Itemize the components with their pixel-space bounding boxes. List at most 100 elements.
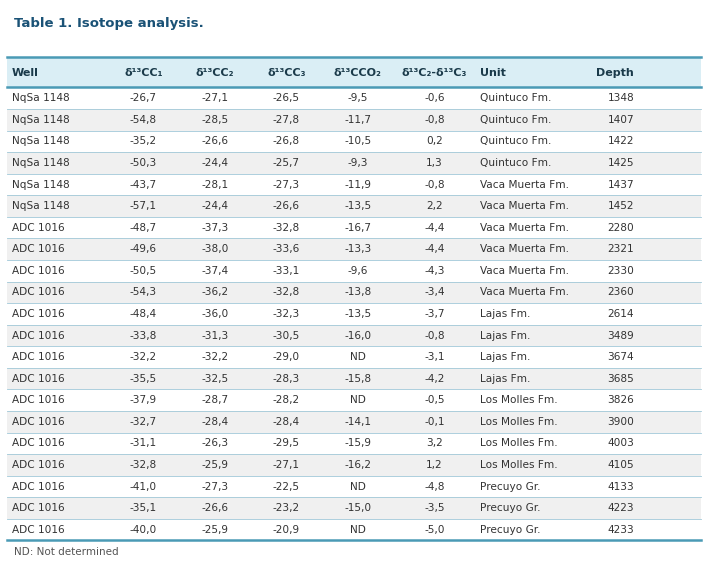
- Text: -28,4: -28,4: [273, 417, 300, 427]
- Text: Vaca Muerta Fm.: Vaca Muerta Fm.: [480, 180, 569, 189]
- Text: NqSa 1148: NqSa 1148: [12, 136, 70, 146]
- Text: -4,4: -4,4: [424, 223, 445, 233]
- Text: -11,7: -11,7: [344, 115, 371, 125]
- Text: 2614: 2614: [607, 309, 634, 319]
- Text: -28,3: -28,3: [273, 374, 300, 384]
- Text: ADC 1016: ADC 1016: [12, 374, 64, 384]
- Text: Depth: Depth: [596, 68, 634, 78]
- Text: -4,2: -4,2: [424, 374, 445, 384]
- Text: -32,2: -32,2: [201, 352, 229, 362]
- Text: -25,7: -25,7: [273, 158, 300, 168]
- Text: Precuyo Gr.: Precuyo Gr.: [480, 482, 541, 491]
- Text: -29,0: -29,0: [273, 352, 300, 362]
- Text: ADC 1016: ADC 1016: [12, 503, 64, 513]
- Text: -15,9: -15,9: [344, 438, 371, 448]
- Text: Los Molles Fm.: Los Molles Fm.: [480, 417, 558, 427]
- Text: Quintuco Fm.: Quintuco Fm.: [480, 158, 552, 168]
- Text: Los Molles Fm.: Los Molles Fm.: [480, 395, 558, 405]
- Text: 3900: 3900: [607, 417, 634, 427]
- Text: -40,0: -40,0: [130, 525, 157, 535]
- Text: δ¹³CC₃: δ¹³CC₃: [267, 68, 306, 78]
- Text: Vaca Muerta Fm.: Vaca Muerta Fm.: [480, 287, 569, 297]
- Text: -27,1: -27,1: [201, 93, 229, 103]
- Text: -36,2: -36,2: [201, 287, 229, 297]
- Text: 2280: 2280: [607, 223, 634, 233]
- Text: -4,8: -4,8: [424, 482, 445, 491]
- Text: -0,1: -0,1: [424, 417, 445, 427]
- Text: -32,8: -32,8: [273, 223, 300, 233]
- Text: -0,8: -0,8: [424, 180, 445, 189]
- Text: Table 1. Isotope analysis.: Table 1. Isotope analysis.: [14, 17, 204, 30]
- Text: -26,6: -26,6: [201, 503, 229, 513]
- Text: -54,8: -54,8: [130, 115, 157, 125]
- Text: 2360: 2360: [607, 287, 634, 297]
- Text: 3674: 3674: [607, 352, 634, 362]
- Text: 4223: 4223: [607, 503, 634, 513]
- Text: -0,8: -0,8: [424, 331, 445, 340]
- Text: -48,4: -48,4: [130, 309, 157, 319]
- Text: -26,3: -26,3: [201, 438, 229, 448]
- Text: -32,8: -32,8: [273, 287, 300, 297]
- Text: -48,7: -48,7: [130, 223, 157, 233]
- Text: -3,7: -3,7: [424, 309, 445, 319]
- Text: -9,6: -9,6: [348, 266, 368, 276]
- Text: -27,8: -27,8: [273, 115, 300, 125]
- Text: -20,9: -20,9: [273, 525, 300, 535]
- Text: ADC 1016: ADC 1016: [12, 331, 64, 340]
- Text: -32,8: -32,8: [130, 460, 157, 470]
- Text: 3489: 3489: [607, 331, 634, 340]
- Text: -30,5: -30,5: [273, 331, 300, 340]
- Text: 3826: 3826: [607, 395, 634, 405]
- Text: -32,7: -32,7: [130, 417, 157, 427]
- Text: 3685: 3685: [607, 374, 634, 384]
- Text: -35,1: -35,1: [130, 503, 157, 513]
- Text: ND: ND: [350, 482, 366, 491]
- Text: -0,5: -0,5: [424, 395, 445, 405]
- Text: -11,9: -11,9: [344, 180, 371, 189]
- Text: 4233: 4233: [607, 525, 634, 535]
- Text: -26,6: -26,6: [273, 201, 300, 211]
- Text: -37,3: -37,3: [201, 223, 229, 233]
- Text: -32,5: -32,5: [201, 374, 229, 384]
- Text: Lajas Fm.: Lajas Fm.: [480, 309, 531, 319]
- Text: -13,8: -13,8: [344, 287, 372, 297]
- Text: ND: ND: [350, 525, 366, 535]
- Text: -50,5: -50,5: [130, 266, 157, 276]
- Text: NqSa 1148: NqSa 1148: [12, 180, 70, 189]
- Text: NqSa 1148: NqSa 1148: [12, 115, 70, 125]
- Text: Vaca Muerta Fm.: Vaca Muerta Fm.: [480, 266, 569, 276]
- Text: -14,1: -14,1: [344, 417, 371, 427]
- Text: 2330: 2330: [607, 266, 634, 276]
- Text: NqSa 1148: NqSa 1148: [12, 158, 70, 168]
- Text: 4003: 4003: [607, 438, 634, 448]
- Text: 1,2: 1,2: [426, 460, 442, 470]
- Text: 1452: 1452: [607, 201, 634, 211]
- Text: -27,1: -27,1: [273, 460, 300, 470]
- Text: -33,8: -33,8: [130, 331, 157, 340]
- Text: ADC 1016: ADC 1016: [12, 244, 64, 254]
- Text: -33,1: -33,1: [273, 266, 300, 276]
- Text: -4,4: -4,4: [424, 244, 445, 254]
- Text: -33,6: -33,6: [273, 244, 300, 254]
- Text: -22,5: -22,5: [273, 482, 300, 491]
- Text: δ¹³C₂-δ¹³C₃: δ¹³C₂-δ¹³C₃: [402, 68, 467, 78]
- Text: -0,8: -0,8: [424, 115, 445, 125]
- Text: -25,9: -25,9: [201, 460, 229, 470]
- Text: Lajas Fm.: Lajas Fm.: [480, 352, 531, 362]
- Text: -16,2: -16,2: [344, 460, 371, 470]
- Text: -0,6: -0,6: [424, 93, 445, 103]
- Text: Vaca Muerta Fm.: Vaca Muerta Fm.: [480, 201, 569, 211]
- Text: -16,7: -16,7: [344, 223, 371, 233]
- Text: -41,0: -41,0: [130, 482, 157, 491]
- Text: -15,0: -15,0: [344, 503, 372, 513]
- Text: -29,5: -29,5: [273, 438, 300, 448]
- Text: -26,6: -26,6: [201, 136, 229, 146]
- Text: ADC 1016: ADC 1016: [12, 417, 64, 427]
- Text: -27,3: -27,3: [201, 482, 229, 491]
- Text: 1,3: 1,3: [426, 158, 443, 168]
- Text: Lajas Fm.: Lajas Fm.: [480, 374, 531, 384]
- Text: 4105: 4105: [607, 460, 634, 470]
- Text: ND: ND: [350, 395, 366, 405]
- Text: -35,5: -35,5: [130, 374, 157, 384]
- Text: -3,5: -3,5: [424, 503, 445, 513]
